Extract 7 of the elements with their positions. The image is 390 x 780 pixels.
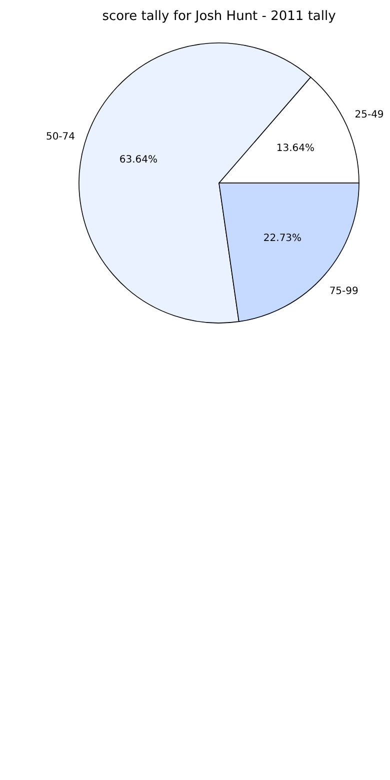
slice-label: 25-49 xyxy=(354,109,384,120)
data-label: 13.64% xyxy=(276,143,314,154)
slice-label: 75-99 xyxy=(329,286,358,298)
data-label: 63.64% xyxy=(119,154,158,166)
slice-label: 50-74 xyxy=(46,131,76,142)
chart-title: score tally for Josh Hunt - 2011 tally xyxy=(102,9,336,24)
data-label: 22.73% xyxy=(263,233,302,244)
